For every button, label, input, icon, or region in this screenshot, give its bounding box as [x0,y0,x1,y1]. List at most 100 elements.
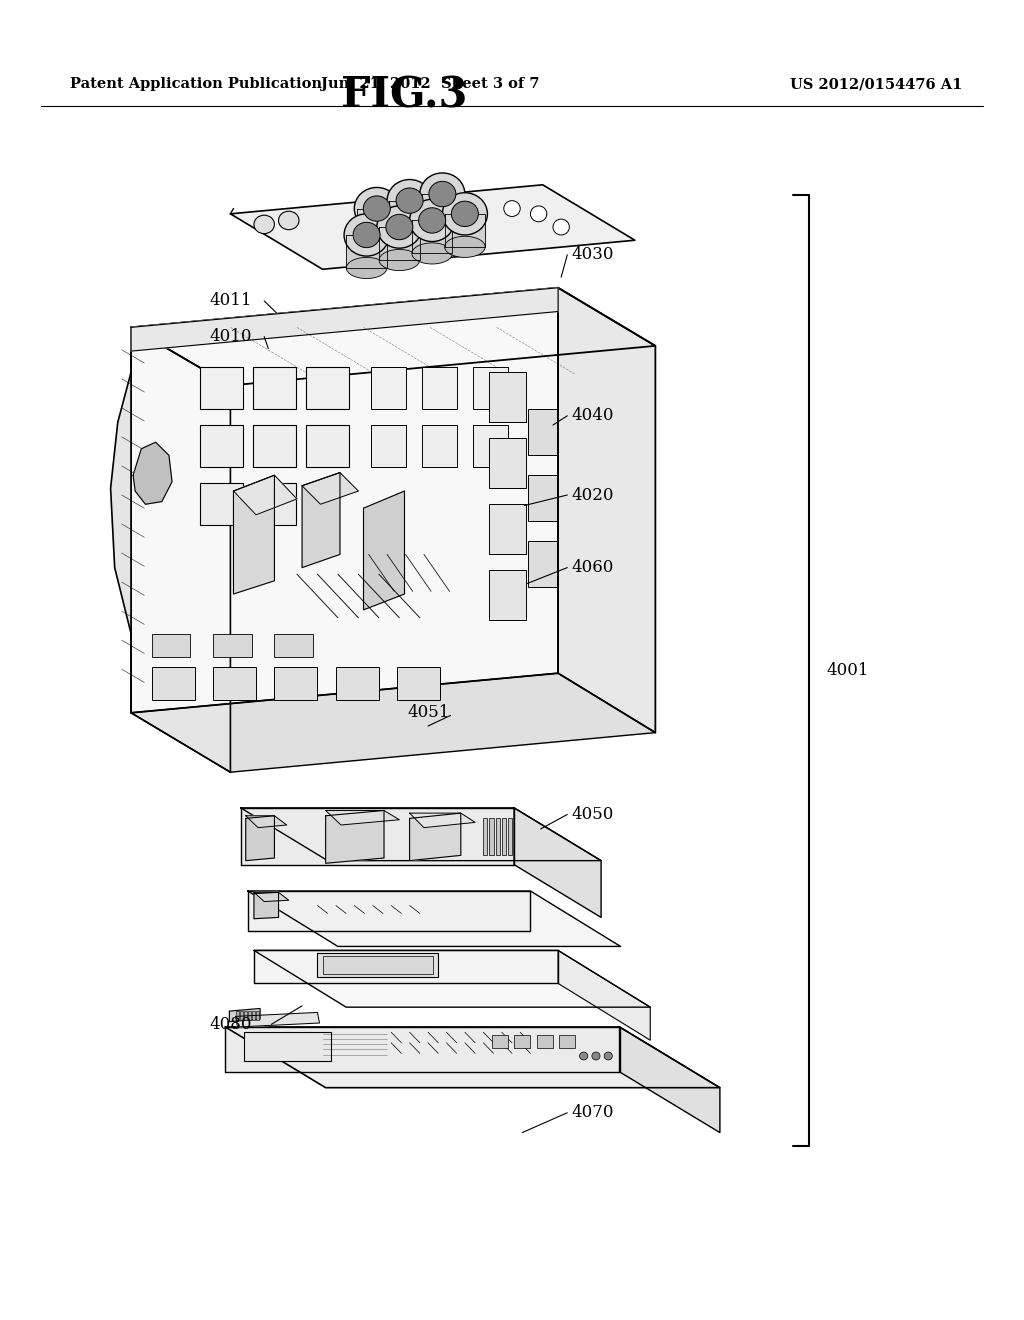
Text: 4060: 4060 [571,560,613,576]
Polygon shape [233,475,274,594]
Polygon shape [131,288,558,351]
Polygon shape [558,288,655,733]
Bar [397,667,440,700]
Bar [306,425,349,467]
Ellipse shape [379,249,420,271]
Polygon shape [225,1027,720,1088]
Bar [528,409,557,455]
Bar [274,634,313,657]
Ellipse shape [422,216,463,238]
Polygon shape [302,473,340,568]
Polygon shape [410,813,475,828]
Text: 4050: 4050 [571,807,613,822]
Polygon shape [254,950,558,983]
Ellipse shape [279,211,299,230]
Bar [244,1032,331,1061]
Bar [200,367,243,409]
Polygon shape [389,201,430,234]
Bar [253,483,296,525]
Polygon shape [302,473,358,504]
Ellipse shape [604,1052,612,1060]
Bar [528,475,557,521]
Bar [489,372,526,422]
Ellipse shape [254,215,274,234]
Polygon shape [514,808,601,917]
Bar [371,425,406,467]
Polygon shape [558,950,650,1040]
Bar [489,570,526,620]
Polygon shape [246,816,274,861]
Ellipse shape [377,206,422,248]
Text: 4070: 4070 [571,1105,614,1121]
Polygon shape [225,1027,620,1072]
Bar [483,818,487,855]
Ellipse shape [444,236,485,257]
Polygon shape [131,288,558,713]
Text: 4001: 4001 [826,663,869,678]
Bar [317,953,438,977]
Ellipse shape [356,231,397,252]
Polygon shape [230,185,635,269]
Polygon shape [133,442,172,504]
Text: 4040: 4040 [571,408,614,424]
Polygon shape [131,288,655,385]
Bar [508,818,512,855]
Polygon shape [422,194,463,227]
Ellipse shape [592,1052,600,1060]
Text: 4010: 4010 [210,329,253,345]
Polygon shape [379,227,420,260]
Polygon shape [236,1012,319,1027]
Bar [248,1011,251,1020]
Text: 4080: 4080 [210,1016,253,1032]
Polygon shape [248,891,621,946]
Ellipse shape [364,195,390,222]
Text: 4020: 4020 [571,487,614,503]
Polygon shape [412,220,453,253]
Bar [200,425,243,467]
Bar [422,367,457,409]
Bar [200,483,243,525]
Bar [422,425,457,467]
Bar [253,367,296,409]
Bar [252,1011,255,1020]
Bar [559,1035,575,1048]
Bar [244,1011,247,1020]
Bar [514,1035,530,1048]
Polygon shape [111,327,230,772]
Polygon shape [248,891,530,931]
Ellipse shape [420,173,465,215]
Polygon shape [246,816,287,828]
Polygon shape [326,810,384,863]
Polygon shape [229,1008,260,1022]
Bar [213,667,256,700]
Text: Jun. 21, 2012  Sheet 3 of 7: Jun. 21, 2012 Sheet 3 of 7 [321,78,540,91]
Polygon shape [131,673,655,772]
Text: 4011: 4011 [210,293,253,309]
Ellipse shape [354,187,399,230]
Ellipse shape [346,257,387,279]
Polygon shape [254,892,289,902]
Bar [496,818,500,855]
Bar [253,425,296,467]
Text: US 2012/0154476 A1: US 2012/0154476 A1 [791,78,963,91]
Polygon shape [346,235,387,268]
Ellipse shape [452,201,478,227]
Bar [489,504,526,554]
Polygon shape [241,808,514,865]
Bar [213,634,252,657]
Bar [528,541,557,587]
Bar [537,1035,553,1048]
Polygon shape [356,209,397,242]
Bar [323,956,433,974]
Ellipse shape [412,243,453,264]
Ellipse shape [504,201,520,216]
Bar [240,1011,243,1020]
Ellipse shape [410,199,455,242]
Bar [489,818,494,855]
Bar [256,1011,259,1020]
Bar [152,667,195,700]
Ellipse shape [580,1052,588,1060]
Ellipse shape [386,214,413,240]
Polygon shape [326,810,399,825]
Ellipse shape [553,219,569,235]
